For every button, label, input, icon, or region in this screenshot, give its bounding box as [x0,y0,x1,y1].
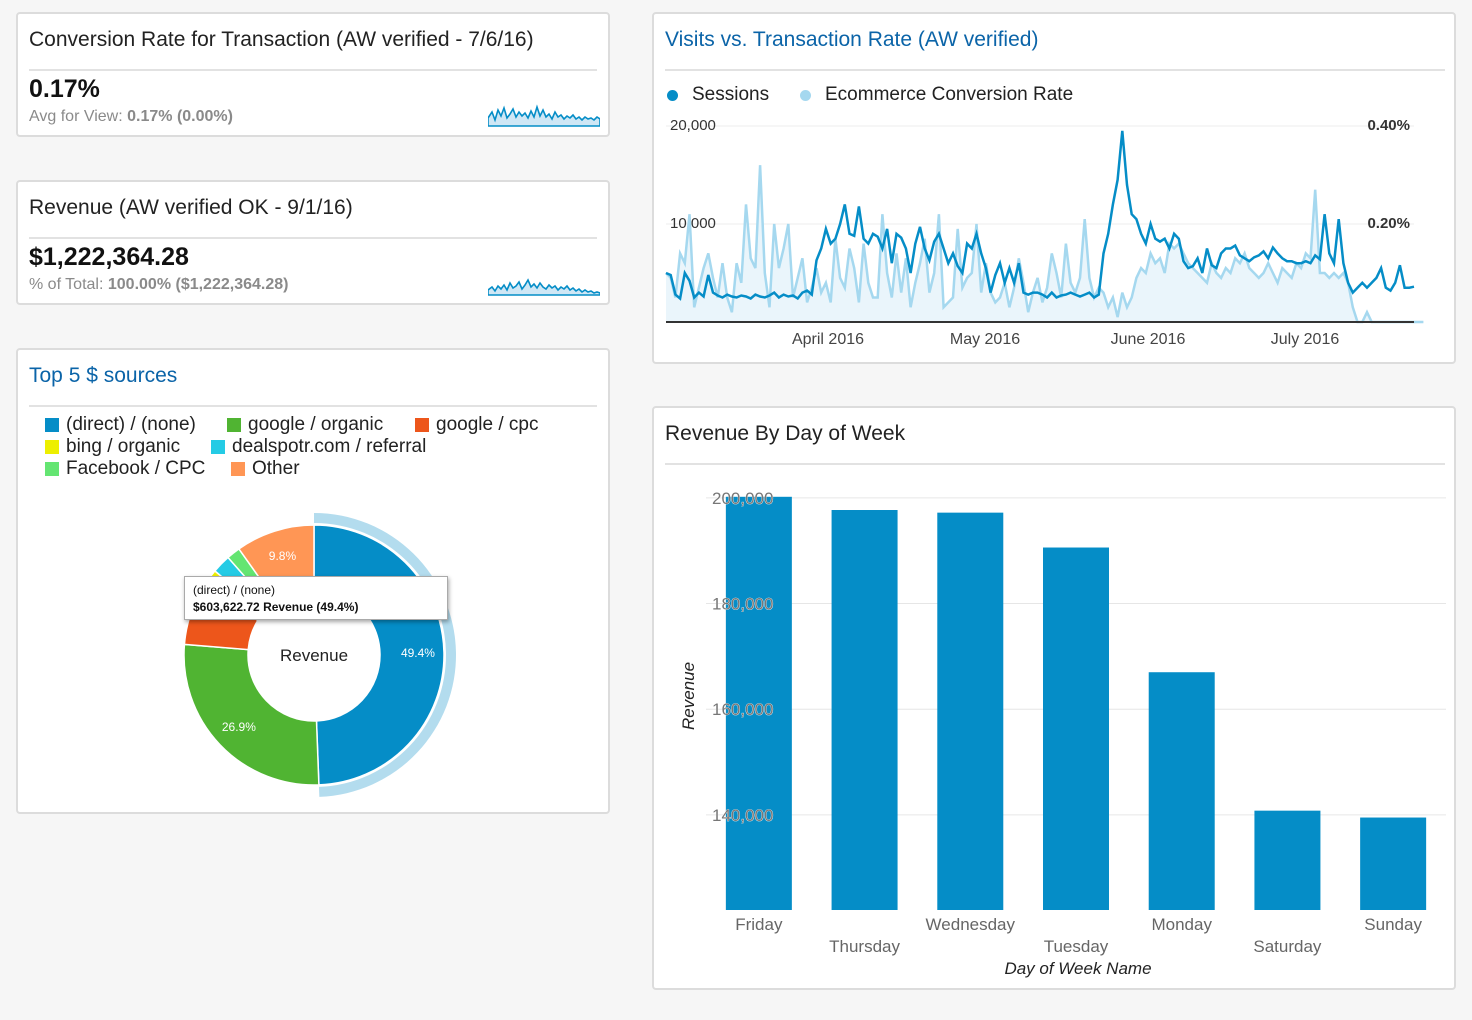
y-tick-label: 180,000 [712,595,773,614]
sparkline [488,104,600,127]
legend-swatch [415,418,429,432]
x-tick-label: April 2016 [792,331,864,348]
x-axis-title: Day of Week Name [1004,959,1151,978]
legend-label: google / organic [248,414,384,435]
conversion-rate-widget: Conversion Rate for Transaction (AW veri… [16,12,610,137]
legend-item-google-organic[interactable]: google / organic [227,414,383,436]
legend-item-google-cpc[interactable]: google / cpc [415,414,538,436]
x-tick-label: Monday [1151,915,1212,934]
legend-item-bing-organic[interactable]: bing / organic [45,436,180,458]
revenue-by-dow-widget: Revenue By Day of Week Friday Thursday Wed… [652,406,1456,990]
bar-tuesday [1043,547,1109,910]
visits-vs-rate-widget: Visits vs. Transaction Rate (AW verified… [652,12,1456,364]
divider [665,463,1445,465]
x-tick-label: Sunday [1364,915,1422,934]
widget-title: Revenue By Day of Week [665,422,906,445]
y-tick-left: 10,000 [670,215,716,232]
y-tick-right: 0.20% [1367,215,1410,232]
metric-comparison-value: 0.17% (0.00%) [127,108,233,125]
sparkline [488,278,600,296]
metric-value: $1,222,364.28 [29,243,189,271]
metric-comparison-label: Avg for View: [29,108,123,125]
x-tick-label: Friday [735,915,783,934]
bar-friday [725,496,792,910]
slice-tooltip: (direct) / (none) $603,622.72 Revenue (4… [184,576,448,620]
donut-hole [248,589,380,721]
tooltip-value: $603,622.72 Revenue (49.4%) [193,600,359,614]
bar-monday [1148,672,1215,910]
metric-comparison: % of Total: 100.00% ($1,222,364.28) [29,276,288,294]
legend-item-dealspotr[interactable]: dealspotr.com / referral [211,436,426,458]
bar-wednesday [937,512,1004,910]
legend-label: Other [252,458,300,479]
metric-comparison-label: % of Total: [29,276,104,293]
donut-center-label: Revenue [280,646,348,665]
legend-label: Facebook / CPC [66,458,206,479]
divider [665,69,1445,71]
metric-comparison-value: 100.00% ($1,222,364.28) [107,276,289,293]
x-tick-label: June 2016 [1111,331,1186,348]
legend-item-conversion-rate[interactable]: Ecommerce Conversion Rate [800,84,1073,106]
y-axis-title: Revenue [679,662,698,730]
widget-title: Revenue (AW verified OK - 9/1/16) [29,196,353,219]
legend-dot [800,89,811,101]
x-tick-label: Saturday [1253,937,1322,956]
legend-item-facebook-cpc[interactable]: Facebook / CPC [45,458,205,480]
x-tick-label: July 2016 [1271,331,1340,348]
x-tick-label: Wednesday [926,915,1016,934]
metric-comparison: Avg for View: 0.17% (0.00%) [29,108,233,126]
bar-saturday [1254,810,1321,910]
legend-item-sessions[interactable]: Sessions [667,84,769,106]
legend-label: google / cpc [436,414,539,435]
bar-thursday [831,510,898,910]
widget-title-link[interactable]: Top 5 $ sources [29,364,178,387]
y-tick-left: 20,000 [670,117,716,134]
pie-value-label: 49.4% [401,646,435,660]
legend-swatch [211,440,225,454]
x-tick-label: Tuesday [1044,937,1109,956]
legend-label: bing / organic [66,436,181,457]
bar-sunday [1360,817,1427,910]
legend-item-other[interactable]: Other [231,458,300,480]
legend-swatch [45,440,59,454]
legend-label: (direct) / (none) [66,414,196,435]
legend-label: Ecommerce Conversion Rate [825,84,1074,105]
y-tick-right: 0.40% [1367,117,1410,134]
pie-value-label: 9.8% [269,549,297,563]
series-line-sessions [665,130,1415,301]
divider [29,237,597,239]
legend-swatch [45,462,59,476]
x-tick-label: May 2016 [950,331,1020,348]
legend-label: dealspotr.com / referral [232,436,427,457]
y-tick-label: 200,000 [712,489,773,508]
tooltip-source: (direct) / (none) [193,583,276,597]
line-chart: 20,000 10,000 0.40% 0.20% April 2016 May 2016… [665,117,1424,348]
legend-swatch [45,418,59,432]
legend-swatch [227,418,241,432]
widget-title-link[interactable]: Visits vs. Transaction Rate (AW verified… [665,28,1039,51]
pie-value-label: 26.9% [222,720,256,734]
x-tick-label: Thursday [829,937,900,956]
metric-value: 0.17% [29,75,100,103]
legend-dot [667,89,678,101]
bar-chart: Friday Thursday Wednesday Tuesday Monday Satu… [679,489,1446,978]
legend-swatch [231,462,245,476]
revenue-widget: Revenue (AW verified OK - 9/1/16) $1,222… [16,180,610,305]
widget-title: Conversion Rate for Transaction (AW veri… [29,28,534,51]
top-sources-widget: Top 5 $ sources (direct) / (none) google… [16,348,610,814]
y-tick-label: 160,000 [712,700,773,719]
divider [29,405,597,407]
legend-item-direct[interactable]: (direct) / (none) [45,414,196,436]
y-tick-label: 140,000 [712,806,773,825]
divider [29,69,597,71]
legend-label: Sessions [692,84,770,105]
